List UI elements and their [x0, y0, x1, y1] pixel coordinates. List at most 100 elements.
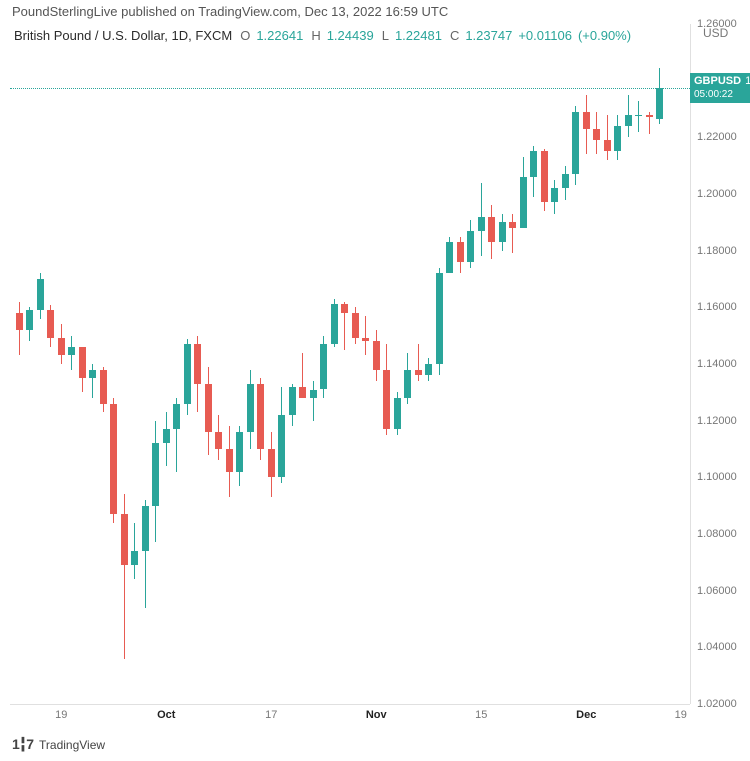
- candle[interactable]: [79, 347, 86, 392]
- candle[interactable]: [247, 370, 254, 449]
- candle[interactable]: [110, 398, 117, 523]
- candle[interactable]: [656, 68, 663, 124]
- candle[interactable]: [604, 115, 611, 160]
- candle[interactable]: [341, 302, 348, 350]
- change-pct: (+0.90%): [578, 28, 631, 43]
- chart-legend: British Pound / U.S. Dollar, 1D, FXCM O1…: [14, 28, 631, 43]
- candle[interactable]: [415, 344, 422, 381]
- candle[interactable]: [236, 426, 243, 486]
- candle[interactable]: [541, 149, 548, 211]
- candle[interactable]: [530, 146, 537, 197]
- candle[interactable]: [646, 112, 653, 135]
- candle[interactable]: [257, 378, 264, 460]
- candle[interactable]: [625, 95, 632, 138]
- candle[interactable]: [226, 426, 233, 497]
- candle[interactable]: [499, 214, 506, 251]
- candle[interactable]: [278, 387, 285, 483]
- tradingview-logo-icon: 1╏7: [12, 736, 33, 753]
- y-tick: 1.08000: [697, 528, 737, 540]
- y-tick: 1.18000: [697, 245, 737, 257]
- candle[interactable]: [194, 336, 201, 413]
- candle[interactable]: [131, 523, 138, 580]
- ohlc-c: 1.23747: [465, 28, 512, 43]
- chart-plot-area[interactable]: [10, 24, 690, 704]
- change-abs: +0.01106: [518, 28, 572, 43]
- candle[interactable]: [551, 180, 558, 214]
- candle[interactable]: [467, 220, 474, 268]
- y-tick: 1.14000: [697, 358, 737, 370]
- y-tick: 1.16000: [697, 301, 737, 313]
- y-tick: 1.04000: [697, 641, 737, 653]
- candle[interactable]: [446, 237, 453, 274]
- candle[interactable]: [16, 302, 23, 356]
- tradingview-attribution[interactable]: 1╏7 TradingView: [12, 736, 105, 753]
- y-tick: 1.06000: [697, 585, 737, 597]
- x-tick: 15: [475, 709, 487, 721]
- candle[interactable]: [635, 101, 642, 132]
- candle[interactable]: [173, 398, 180, 472]
- candle[interactable]: [58, 324, 65, 364]
- ohlc-o-label: O: [240, 28, 250, 43]
- candle[interactable]: [436, 268, 443, 376]
- candle[interactable]: [26, 307, 33, 341]
- x-tick: 19: [675, 709, 687, 721]
- candle[interactable]: [320, 336, 327, 398]
- candle[interactable]: [47, 305, 54, 348]
- candle[interactable]: [37, 273, 44, 318]
- x-tick: Nov: [366, 709, 387, 721]
- x-tick: Dec: [576, 709, 596, 721]
- symbol-title[interactable]: British Pound / U.S. Dollar, 1D, FXCM: [14, 28, 232, 43]
- candle[interactable]: [142, 500, 149, 608]
- candle[interactable]: [509, 214, 516, 254]
- candle[interactable]: [310, 381, 317, 421]
- candle[interactable]: [205, 367, 212, 455]
- publish-caption: PoundSterlingLive published on TradingVi…: [0, 0, 750, 25]
- y-tick: 1.02000: [697, 698, 737, 710]
- candle[interactable]: [268, 432, 275, 497]
- x-tick: 17: [265, 709, 277, 721]
- y-tick: 1.12000: [697, 415, 737, 427]
- candle[interactable]: [68, 336, 75, 370]
- last-price-line: [10, 88, 690, 89]
- candle[interactable]: [163, 412, 170, 466]
- candle[interactable]: [562, 166, 569, 200]
- candle[interactable]: [152, 421, 159, 543]
- ohlc-h-label: H: [311, 28, 320, 43]
- candle[interactable]: [394, 392, 401, 435]
- candle[interactable]: [89, 364, 96, 398]
- candle[interactable]: [593, 112, 600, 155]
- candle[interactable]: [289, 384, 296, 427]
- y-tick: 1.10000: [697, 471, 737, 483]
- candle[interactable]: [362, 316, 369, 356]
- candle[interactable]: [215, 415, 222, 460]
- candle[interactable]: [299, 353, 306, 398]
- x-axis[interactable]: 19Oct17Nov15Dec19: [10, 704, 690, 726]
- y-tick: 1.26000: [697, 18, 737, 30]
- last-price-tag[interactable]: GBPUSD1.2374705:00:22: [690, 73, 750, 103]
- candle[interactable]: [457, 237, 464, 274]
- candle[interactable]: [572, 106, 579, 185]
- candle[interactable]: [100, 367, 107, 412]
- ohlc-l-label: L: [382, 28, 389, 43]
- candle[interactable]: [478, 183, 485, 257]
- candle[interactable]: [425, 358, 432, 381]
- candle[interactable]: [383, 344, 390, 435]
- tradingview-label: TradingView: [39, 738, 105, 752]
- candle[interactable]: [404, 353, 411, 404]
- candle[interactable]: [488, 205, 495, 259]
- y-axis[interactable]: 1.260001.220001.200001.180001.160001.140…: [690, 24, 744, 704]
- candle[interactable]: [520, 157, 527, 228]
- candle[interactable]: [121, 494, 128, 658]
- candle[interactable]: [184, 339, 191, 416]
- ohlc-l: 1.22481: [395, 28, 442, 43]
- y-tick: 1.20000: [697, 188, 737, 200]
- y-tick: 1.22000: [697, 131, 737, 143]
- ohlc-c-label: C: [450, 28, 459, 43]
- candle[interactable]: [373, 330, 380, 381]
- candle[interactable]: [583, 95, 590, 155]
- candle[interactable]: [331, 299, 338, 347]
- candle[interactable]: [614, 115, 621, 160]
- x-tick: 19: [55, 709, 67, 721]
- ohlc-o: 1.22641: [256, 28, 303, 43]
- candle[interactable]: [352, 307, 359, 344]
